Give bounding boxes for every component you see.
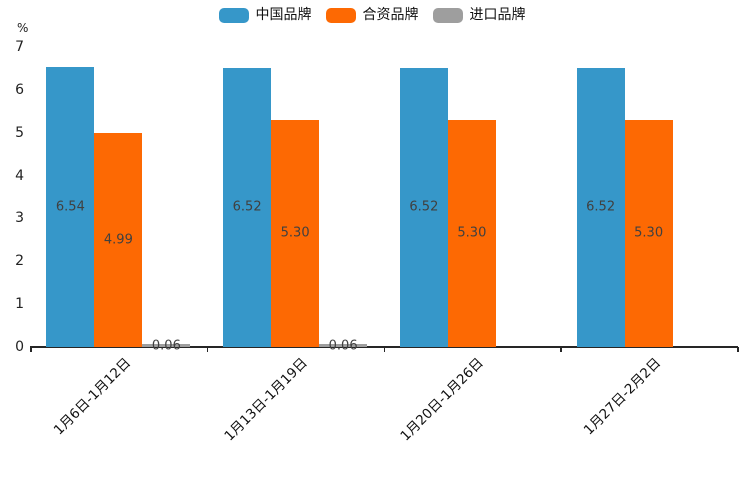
x-tick-label: 1月27日-2月2日 <box>580 355 664 439</box>
bar-value-label: 6.54 <box>55 199 85 215</box>
bar-value-label: 6.52 <box>232 199 262 215</box>
y-tick-label-3: 3 <box>15 210 24 227</box>
legend-label: 合资品牌 <box>362 7 419 23</box>
y-tick-label-2: 2 <box>15 253 24 270</box>
bar-series3-group1 <box>142 344 191 347</box>
bar-value-label: 0.06 <box>151 338 181 354</box>
bar-value-label: 5.30 <box>634 225 664 241</box>
bar-series2-group3 <box>447 119 496 347</box>
legend-swatch-icon <box>218 8 249 23</box>
legend: 中国品牌 合资品牌 进口品牌 <box>0 8 744 23</box>
legend-swatch-icon <box>432 8 463 23</box>
bar-series1-group1 <box>46 66 95 347</box>
x-axis-tick <box>30 347 32 352</box>
y-tick-label-4: 4 <box>15 167 24 184</box>
bar-value-label: 4.99 <box>103 232 133 248</box>
x-axis-tick <box>383 347 385 352</box>
legend-swatch-icon <box>325 8 356 23</box>
x-tick-label: 1月13日-1月19日 <box>221 355 311 445</box>
bar-series2-group4 <box>624 119 673 347</box>
bar-series2-group2 <box>271 119 320 347</box>
x-axis-tick <box>560 347 562 352</box>
y-tick-label-6: 6 <box>15 81 24 98</box>
legend-item-2: 合资品牌 <box>325 7 419 23</box>
bar-series1-group4 <box>576 67 625 347</box>
bar-series3-group2 <box>319 344 368 347</box>
bar-value-label: 6.52 <box>409 199 439 215</box>
legend-item-1: 中国品牌 <box>218 7 312 23</box>
bar-series1-group3 <box>399 67 448 347</box>
x-axis-tick <box>737 347 739 352</box>
y-tick-label-7: 7 <box>15 39 24 55</box>
bar-value-label: 5.30 <box>280 225 310 241</box>
bar-value-label: 0.06 <box>328 338 358 354</box>
y-tick-label-1: 1 <box>15 296 24 313</box>
x-axis-line <box>30 346 738 348</box>
legend-label: 进口品牌 <box>469 7 526 23</box>
y-axis-unit-label: % <box>17 21 29 35</box>
bar-value-label: 6.52 <box>586 199 616 215</box>
x-axis-tick <box>206 347 209 352</box>
bar-series1-group2 <box>223 67 272 347</box>
legend-item-3: 进口品牌 <box>432 7 526 23</box>
x-tick-label: 1月20日-1月26日 <box>397 355 488 445</box>
bar-value-label: 5.30 <box>457 225 487 241</box>
bar-series2-group1 <box>94 133 143 347</box>
legend-label: 中国品牌 <box>255 7 312 23</box>
y-tick-label-0: 0 <box>15 339 24 355</box>
x-tick-label: 1月6日-1月12日 <box>50 355 134 439</box>
y-tick-label-5: 5 <box>15 124 24 141</box>
